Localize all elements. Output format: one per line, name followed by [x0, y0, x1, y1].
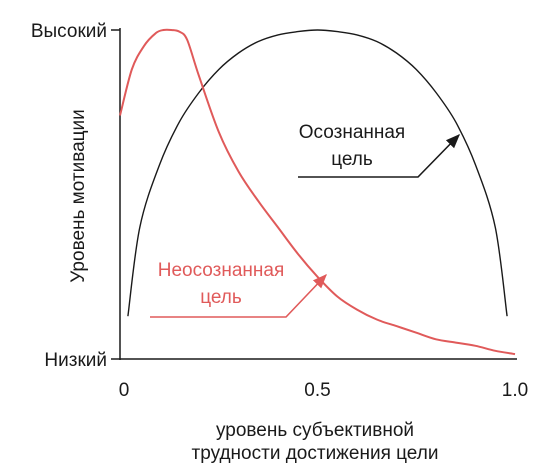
y-axis-label: Уровень мотивации	[68, 109, 89, 283]
y-tick-label: Низкий	[44, 350, 107, 371]
x-tick-label: 1.0	[502, 380, 528, 401]
x-tick-label: 0.5	[304, 380, 330, 401]
unconscious-goal-arrow	[150, 273, 327, 318]
x-axis-label: трудности достижения цели	[192, 443, 439, 464]
conscious-goal-label: Осознанная	[299, 122, 405, 143]
y-tick-label: Высокий	[31, 21, 107, 42]
series-layer	[119, 28, 516, 356]
labels: Низкий Высокий 0 0.5 1.0 уровень субъективной…	[31, 21, 528, 464]
conscious-goal-line	[127, 29, 508, 317]
conscious-goal-arrow	[298, 133, 461, 178]
unconscious-goal-label: цель	[200, 287, 242, 308]
annotations: Осознанная цель Неосознанная цель	[150, 122, 461, 318]
x-axis-label: уровень субъективной	[216, 420, 414, 441]
unconscious-goal-label: Неосознанная	[158, 260, 285, 281]
unconscious-goal-line	[119, 28, 516, 356]
conscious-goal-label: цель	[331, 149, 373, 170]
x-tick-label: 0	[119, 380, 130, 401]
axes	[111, 28, 517, 360]
